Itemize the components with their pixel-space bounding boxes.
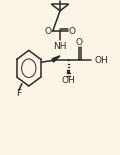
Text: O: O bbox=[69, 27, 75, 35]
Text: O: O bbox=[76, 38, 83, 47]
Text: F: F bbox=[16, 89, 21, 98]
Text: NH: NH bbox=[53, 42, 67, 51]
Polygon shape bbox=[52, 56, 60, 62]
Text: O: O bbox=[45, 27, 51, 35]
Text: OH: OH bbox=[94, 56, 108, 65]
Text: OH: OH bbox=[62, 76, 75, 85]
